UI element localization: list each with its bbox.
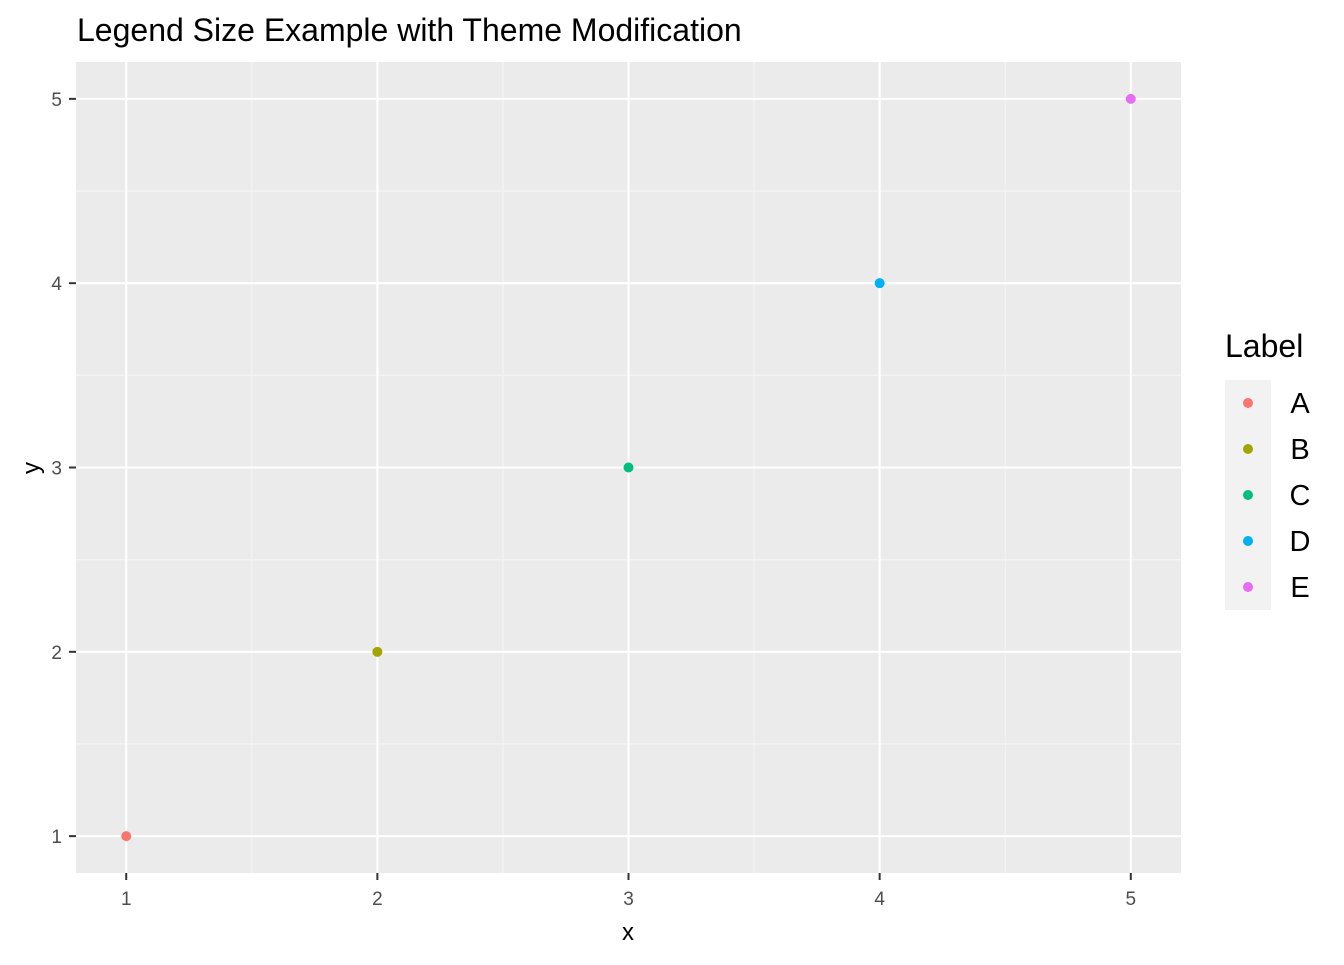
data-point-a [121, 831, 132, 842]
x-axis-title: x [622, 919, 634, 946]
legend-label-c: C [1290, 480, 1311, 512]
y-tick-label: 5 [51, 90, 62, 111]
legend-key-a [1243, 398, 1253, 408]
data-point-e [1125, 93, 1136, 104]
y-tick-label: 3 [51, 459, 62, 480]
y-axis-title: y [18, 462, 45, 474]
y-tick-label: 1 [51, 827, 62, 848]
legend-title: Label [1225, 328, 1303, 364]
chart-title: Legend Size Example with Theme Modificat… [77, 12, 742, 48]
y-tick-label: 4 [51, 274, 62, 295]
x-tick-label: 5 [1125, 889, 1136, 910]
legend-label-e: E [1290, 572, 1309, 604]
legend-label-a: A [1290, 388, 1310, 420]
y-tick-label: 2 [51, 643, 62, 664]
x-tick-label: 4 [874, 889, 885, 910]
axis-ticks: 1 2 3 4 5 1 2 3 4 5 [51, 90, 1136, 910]
legend-key-c [1243, 490, 1253, 500]
legend-label-d: D [1290, 526, 1311, 558]
legend-label-b: B [1290, 434, 1309, 466]
x-tick-label: 1 [121, 889, 132, 910]
data-points [121, 93, 1136, 842]
data-point-c [623, 462, 634, 473]
data-point-d [874, 278, 885, 289]
legend-key-d [1243, 536, 1253, 546]
x-tick-label: 3 [623, 889, 634, 910]
x-tick-label: 2 [372, 889, 383, 910]
data-point-b [372, 646, 383, 657]
legend-key-b [1243, 444, 1253, 454]
legend-key-e [1243, 582, 1253, 592]
